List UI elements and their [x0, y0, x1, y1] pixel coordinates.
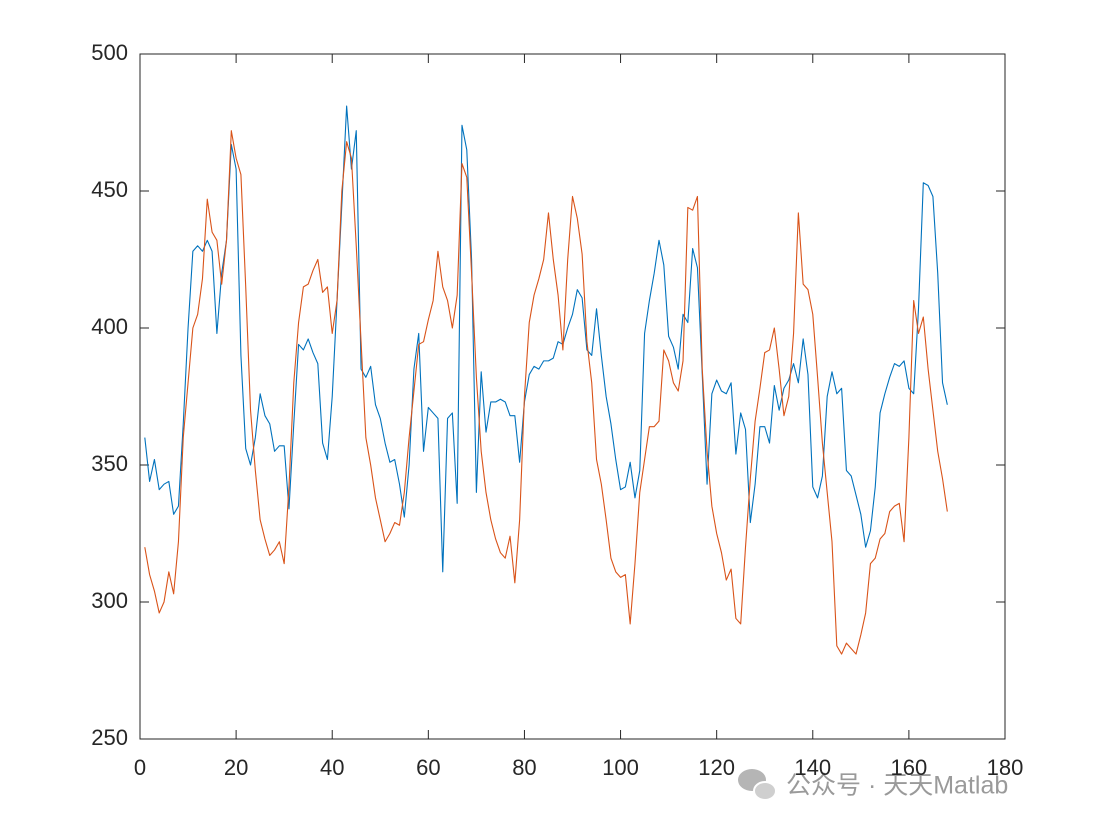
y-tick-label: 500	[91, 40, 128, 65]
x-tick-label: 60	[416, 755, 440, 780]
x-tick-label: 120	[698, 755, 735, 780]
x-tick-label: 160	[891, 755, 928, 780]
series-line	[144, 105, 948, 573]
x-tick-label: 180	[987, 755, 1024, 780]
series-line	[144, 130, 948, 655]
watermark: 公众号 · 天天Matlab	[786, 772, 1008, 800]
x-tick-label: 100	[602, 755, 639, 780]
x-tick-label: 140	[794, 755, 831, 780]
x-tick-label: 0	[134, 755, 146, 780]
x-tick-label: 40	[320, 755, 344, 780]
y-tick-label: 400	[91, 314, 128, 339]
y-tick-label: 350	[91, 451, 128, 476]
x-tick-label: 20	[224, 755, 248, 780]
y-tick-label: 300	[91, 588, 128, 613]
axes-box	[139, 53, 1006, 740]
y-tick-label: 450	[91, 177, 128, 202]
y-tick-label: 250	[91, 725, 128, 750]
x-tick-label: 80	[512, 755, 536, 780]
watermark-icon	[738, 769, 777, 801]
